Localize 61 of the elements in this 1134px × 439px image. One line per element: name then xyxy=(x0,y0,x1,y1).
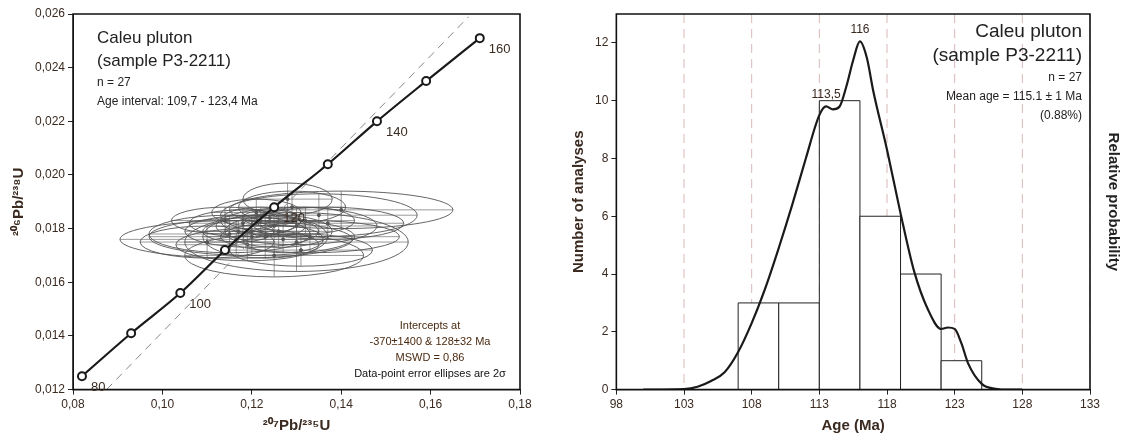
y-tick-label: 2 xyxy=(601,324,609,339)
annotation: Intercepts at xyxy=(399,319,461,332)
annotation: 160 xyxy=(488,41,511,57)
annotation: (0.88%) xyxy=(1039,108,1082,123)
point xyxy=(269,202,280,213)
y2-axis-title: Relative probability xyxy=(1105,132,1123,272)
x-tick-label: 108 xyxy=(741,397,763,412)
point xyxy=(421,76,432,87)
y-tick-label: 12 xyxy=(594,35,609,50)
y-tick-label: 4 xyxy=(601,266,609,281)
x-tick-label: 113 xyxy=(809,397,830,412)
x-tick-label: 0,12 xyxy=(240,397,264,412)
annotation: Age interval: 109,7 - 123,4 Ma xyxy=(97,94,259,109)
x-tick-label: 0,16 xyxy=(418,397,443,412)
text: (sample P3-2211) xyxy=(932,43,1082,65)
text: (sample P3-2211) xyxy=(97,51,231,71)
annotation: -370±1400 & 128±32 Ma xyxy=(369,335,492,348)
y-tick-label: 8 xyxy=(601,150,609,165)
point xyxy=(322,159,333,170)
annotation: Mean age = 115.1 ± 1 Ma xyxy=(945,89,1083,104)
x-tick-label: 118 xyxy=(877,397,897,412)
chart-title: Caleu pluton xyxy=(975,19,1082,41)
x-tick-label: 0,08 xyxy=(61,397,86,412)
y-tick-label: 0,020 xyxy=(35,167,66,182)
y-axis-title: ²⁰⁶Pb/²³⁸U xyxy=(9,167,27,236)
annotation: Data-point error ellipses are 2σ xyxy=(354,367,507,380)
x-tick-label: 0,14 xyxy=(329,397,354,412)
annotation: 100 xyxy=(189,296,212,312)
annotation: 116 xyxy=(850,21,870,36)
point xyxy=(126,328,137,339)
y-tick-label: 0,016 xyxy=(35,274,66,289)
annotation: MSWD = 0,86 xyxy=(395,351,465,364)
x-tick-label: 98 xyxy=(609,397,624,412)
y-tick-label: 0,014 xyxy=(35,328,66,343)
annotation: 113,5 xyxy=(811,86,841,101)
x-axis-title: Age (Ma) xyxy=(821,416,885,434)
annotation: 140 xyxy=(385,124,408,140)
y-tick-label: 0,026 xyxy=(35,6,66,21)
y-tick-label: 0,022 xyxy=(35,113,66,128)
x-tick-label: 103 xyxy=(674,397,695,412)
y-tick-label: 0 xyxy=(601,381,609,396)
x-axis-title: ²⁰⁷Pb/²³⁵U xyxy=(262,416,331,434)
text: Caleu pluton xyxy=(97,28,193,48)
x-tick-label: 0,10 xyxy=(150,397,175,412)
annotation: n = 27 xyxy=(1048,70,1083,85)
x-tick-label: 128 xyxy=(1012,397,1033,412)
y-tick-label: 6 xyxy=(601,208,609,223)
x-tick-label: 123 xyxy=(944,397,965,412)
point xyxy=(76,371,87,382)
point xyxy=(371,116,382,127)
annotation: n = 27 xyxy=(97,75,132,90)
point xyxy=(474,33,485,44)
y-axis-title: Number of analyses xyxy=(569,130,587,274)
point xyxy=(220,245,230,256)
y-tick-label: 0,018 xyxy=(35,220,66,235)
x-tick-label: 0,18 xyxy=(508,397,532,412)
y-tick-label: 0,012 xyxy=(35,381,66,396)
x-tick-label: 133 xyxy=(1079,397,1101,412)
y-tick-label: 10 xyxy=(594,92,609,107)
y-tick-label: 0,024 xyxy=(35,59,66,74)
point xyxy=(175,288,186,299)
